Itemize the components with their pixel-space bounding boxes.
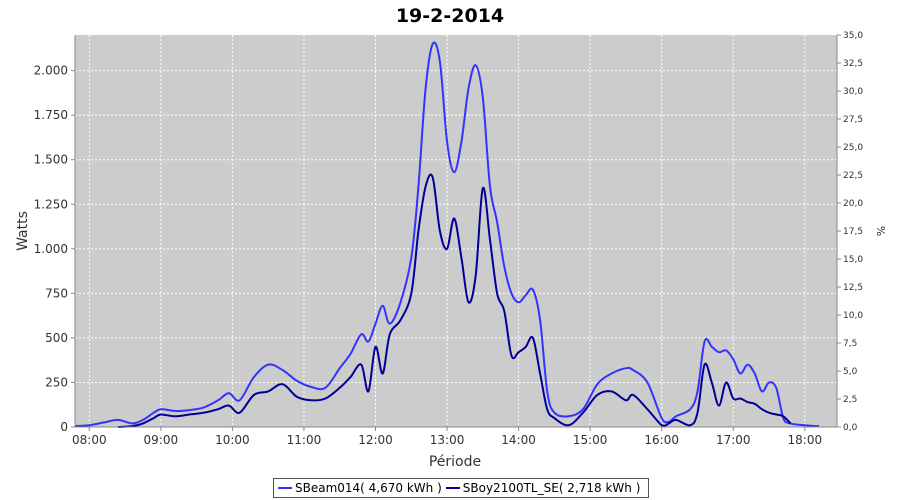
y2-tick-label: 30,0	[843, 87, 863, 97]
y-tick-label: 1.500	[34, 153, 68, 167]
x-tick-label: 15:00	[573, 433, 608, 447]
y2-tick-label: 35,0	[843, 31, 863, 41]
legend-swatch	[278, 487, 292, 489]
y-axis-label: Watts	[15, 211, 31, 251]
y2-tick-label: 15,0	[843, 255, 863, 265]
x-tick-label: 13:00	[430, 433, 465, 447]
legend-item-2: SBoy2100TL_SE( 2,718 kWh )	[445, 481, 641, 495]
y-tick-label: 1.000	[34, 242, 68, 256]
series-lines	[74, 41, 820, 428]
y-axis-ticks: 0 250 500 750 1.000 1.250 1.500 1.750 2.000	[34, 64, 75, 434]
grid-lines	[75, 35, 837, 428]
legend: SBeam014( 4,670 kWh ) SBoy2100TL_SE( 2,71…	[273, 478, 650, 498]
series-line-2	[117, 173, 792, 428]
legend-label: SBoy2100TL_SE( 2,718 kWh )	[462, 481, 641, 495]
y2-tick-label: 0,0	[843, 423, 858, 433]
y-tick-label: 1.750	[34, 108, 68, 122]
y2-axis-label: %	[874, 226, 887, 236]
y-tick-label: 1.250	[34, 197, 68, 211]
y2-tick-label: 25,0	[843, 143, 863, 153]
x-tick-label: 17:00	[716, 433, 751, 447]
y-tick-label: 250	[45, 375, 68, 389]
y2-tick-label: 32,5	[843, 59, 863, 69]
y2-tick-label: 2,5	[843, 395, 857, 405]
x-tick-label: 16:00	[644, 433, 679, 447]
legend-item-1: SBeam014( 4,670 kWh )	[278, 481, 442, 495]
x-axis-ticks: 08:00 09:00 10:00 11:00 12:00 13:00 14:00 15:00…	[72, 427, 822, 447]
x-tick-label: 09:00	[144, 433, 179, 447]
y2-tick-label: 22,5	[843, 171, 863, 181]
y2-tick-label: 10,0	[843, 311, 863, 321]
y-tick-label: 2.000	[34, 64, 68, 78]
x-tick-label: 12:00	[358, 433, 393, 447]
y2-tick-label: 12,5	[843, 283, 863, 293]
y-tick-label: 500	[45, 331, 68, 345]
y2-tick-label: 20,0	[843, 199, 863, 209]
y2-tick-label: 17,5	[843, 227, 863, 237]
y2-tick-label: 7,5	[843, 339, 857, 349]
legend-swatch	[445, 487, 460, 489]
series-line-1	[74, 41, 820, 428]
y2-tick-label: 27,5	[843, 115, 863, 125]
x-tick-label: 18:00	[788, 433, 823, 447]
y2-tick-label: 5,0	[843, 367, 858, 377]
y2-axis-ticks: 0,0 2,5 5,0 7,5 10,0 12,5 15,0 17,5 20,0 22,5 25,0…	[837, 31, 863, 433]
y-tick-label: 0	[60, 420, 68, 434]
x-tick-label: 11:00	[287, 433, 322, 447]
legend-label: SBeam014( 4,670 kWh )	[295, 481, 442, 495]
x-tick-label: 08:00	[72, 433, 107, 447]
chart-title: 19-2-2014	[396, 5, 504, 27]
x-axis-label: Période	[429, 454, 481, 470]
y-tick-label: 750	[45, 286, 68, 300]
x-tick-label: 10:00	[215, 433, 250, 447]
plot-area	[75, 35, 837, 427]
x-tick-label: 14:00	[501, 433, 536, 447]
